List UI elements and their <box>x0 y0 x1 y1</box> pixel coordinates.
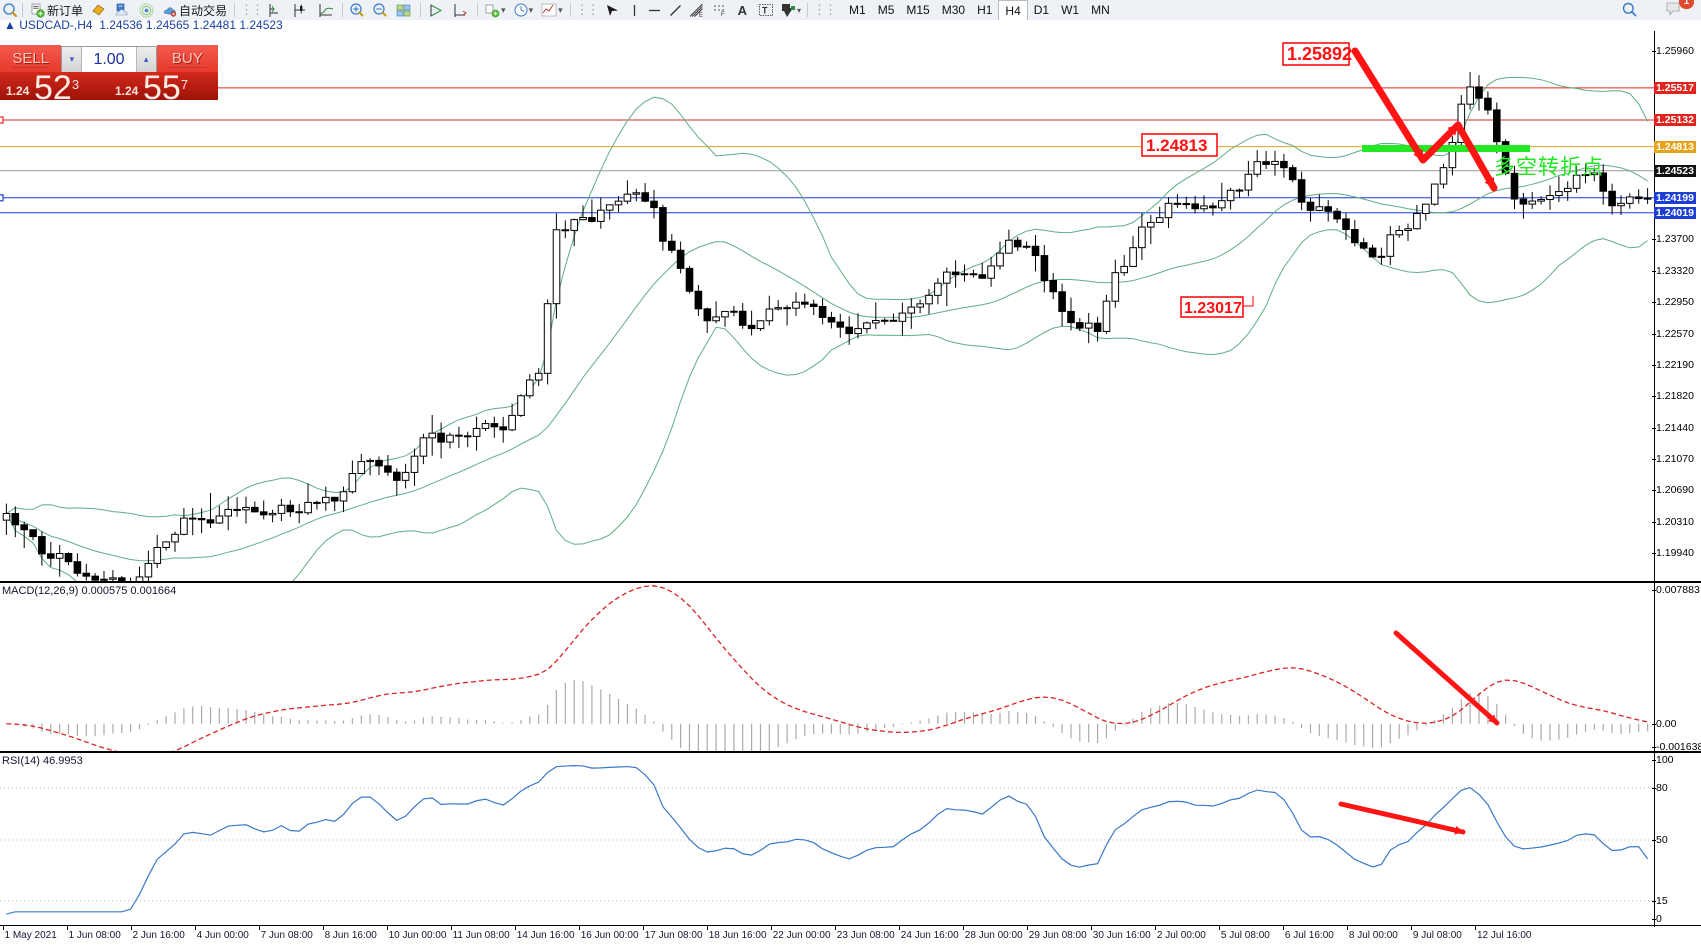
svg-text:F: F <box>721 12 725 16</box>
svg-text:T: T <box>762 6 768 16</box>
svg-text:E: E <box>699 13 703 17</box>
